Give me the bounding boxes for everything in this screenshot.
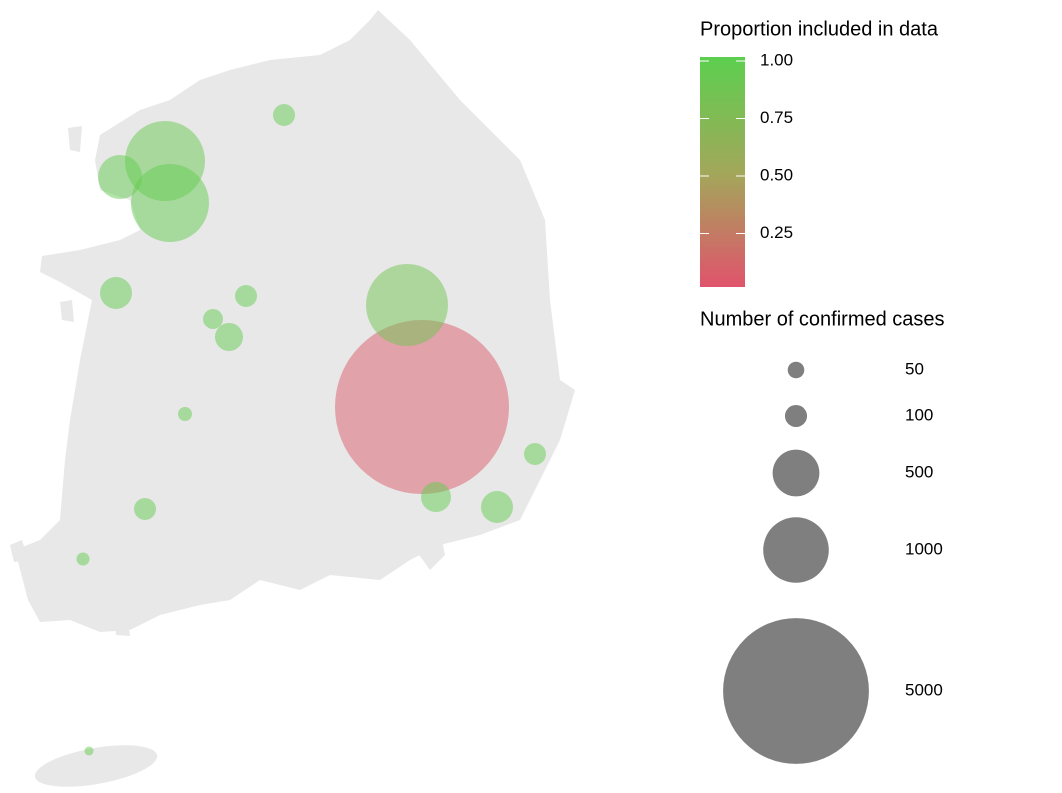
case-bubble [134, 498, 156, 520]
case-bubble [481, 491, 513, 523]
case-bubble [100, 277, 132, 309]
jeju-island [34, 745, 158, 787]
island [115, 622, 130, 636]
island [60, 300, 74, 322]
case-bubble [235, 285, 257, 307]
case-bubble [84, 746, 94, 756]
island [10, 540, 28, 562]
bubbles [76, 104, 546, 756]
color-bar [700, 57, 745, 287]
size-key [784, 404, 808, 428]
color-tick-label: 0.25 [760, 223, 793, 242]
case-bubble [130, 163, 210, 243]
case-bubble [98, 155, 142, 199]
size-key [787, 361, 805, 379]
size-key-label: 50 [905, 359, 924, 378]
size-key-label: 1000 [905, 539, 943, 558]
case-bubble [214, 322, 244, 352]
case-bubble [366, 264, 448, 346]
case-bubble [203, 309, 223, 329]
case-bubble [335, 320, 509, 494]
case-bubble [178, 407, 192, 421]
color-tick-label: 0.75 [760, 108, 793, 127]
case-bubble [421, 482, 451, 512]
color-legend-title: Proportion included in data [700, 18, 939, 40]
color-tick-label: 0.50 [760, 165, 793, 184]
legend: Proportion included in data Number of co… [700, 18, 945, 764]
size-key [772, 449, 820, 497]
size-key-label: 100 [905, 405, 933, 424]
color-tick-label: 1.00 [760, 50, 793, 69]
size-key-label: 500 [905, 462, 933, 481]
mainland [15, 10, 575, 632]
size-key [763, 517, 829, 583]
case-bubble [524, 443, 546, 465]
island [68, 126, 82, 152]
size-key-label: 5000 [905, 680, 943, 699]
case-bubble [273, 104, 295, 126]
case-bubble [76, 552, 90, 566]
size-key [723, 618, 869, 764]
island [412, 530, 445, 570]
size-legend-title: Number of confirmed cases [700, 308, 945, 330]
